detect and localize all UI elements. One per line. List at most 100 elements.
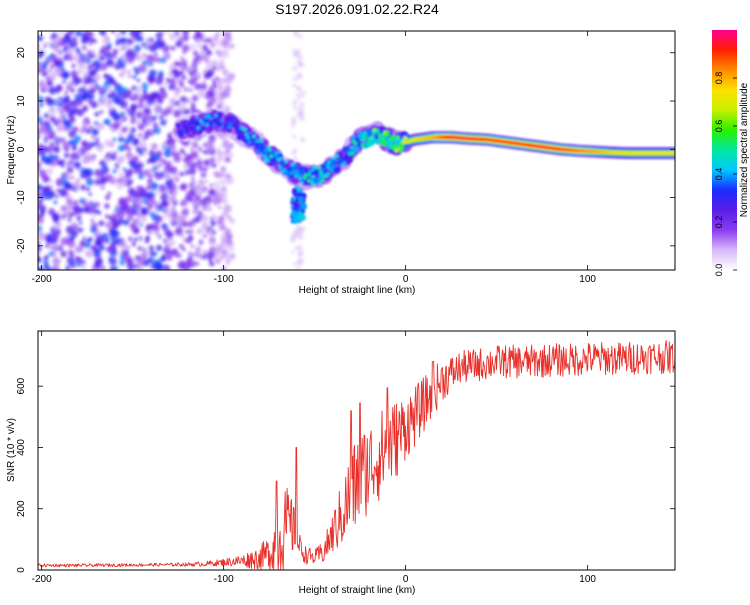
noise-speck: [38, 256, 42, 263]
spectrogram-x-tick-label: 100: [579, 274, 596, 285]
noise-speck: [38, 54, 43, 59]
ridge-point: [291, 188, 298, 194]
ridge-point: [378, 134, 383, 139]
noise-speck: [52, 252, 57, 257]
ridge-point: [385, 130, 390, 135]
noise-speck: [221, 197, 229, 205]
noise-speck: [181, 44, 190, 53]
ridge-point: [318, 170, 323, 175]
noise-speck: [79, 100, 83, 105]
noise-speck: [139, 223, 144, 227]
noise-speck: [121, 126, 127, 132]
noise-speck: [55, 137, 61, 143]
noise-speck: [82, 236, 86, 240]
snr-x-tick-label: -200: [32, 574, 52, 585]
noise-speck: [114, 162, 119, 168]
noise-speck: [157, 234, 162, 239]
noise-speck: [164, 226, 168, 230]
ridge-point: [206, 114, 211, 119]
noise-speck: [136, 119, 142, 126]
noise-speck: [182, 221, 188, 228]
ridge-point: [326, 172, 330, 177]
noise-speck: [99, 237, 106, 244]
noise-speck: [113, 150, 118, 155]
ridge-point: [284, 159, 288, 164]
ridge-point: [352, 140, 357, 144]
noise-speck: [117, 144, 125, 152]
noise-speck: [186, 238, 192, 244]
noise-speck: [62, 97, 70, 104]
noise-speck: [178, 243, 184, 249]
noise-speck: [205, 251, 213, 259]
snr-y-tick-label: 600: [16, 377, 27, 394]
noise-speck: [82, 107, 88, 112]
noise-speck: [111, 31, 116, 34]
noise-speck: [218, 53, 223, 58]
noise-speck: [50, 232, 60, 241]
noise-speck: [298, 105, 304, 111]
noise-speck: [140, 253, 148, 260]
ridge-point: [215, 122, 220, 126]
ridge-point: [335, 154, 339, 158]
ridge-point: [295, 169, 300, 174]
noise-speck: [92, 128, 98, 135]
noise-speck: [93, 59, 99, 66]
noise-speck: [74, 255, 81, 262]
noise-speck: [67, 218, 72, 222]
noise-speck: [112, 168, 118, 174]
noise-speck: [197, 210, 203, 216]
noise-speck: [111, 238, 119, 246]
noise-speck: [228, 144, 234, 149]
noise-speck: [59, 31, 65, 35]
ridge-point: [206, 124, 214, 132]
noise-speck: [131, 85, 137, 91]
noise-speck: [73, 161, 82, 169]
noise-speck: [189, 43, 197, 51]
noise-speck: [74, 93, 83, 102]
ridge-point: [187, 120, 192, 125]
ridge-point: [202, 127, 207, 132]
ridge-point: [396, 135, 400, 140]
noise-speck: [99, 109, 104, 114]
ridge-point: [300, 202, 307, 210]
noise-speck: [70, 175, 74, 180]
noise-speck: [191, 199, 201, 209]
noise-speck: [177, 31, 182, 34]
noise-speck: [159, 56, 167, 64]
noise-speck: [112, 137, 117, 142]
ridge-point: [307, 178, 312, 183]
noise-speck: [157, 160, 163, 166]
noise-speck: [168, 63, 176, 71]
noise-speck: [220, 255, 225, 260]
ridge-point: [403, 136, 408, 141]
noise-speck: [178, 261, 182, 266]
noise-speck: [109, 266, 116, 270]
noise-speck: [220, 166, 227, 173]
ridge-point: [401, 140, 406, 145]
ridge-point: [201, 121, 205, 126]
noise-speck: [80, 263, 87, 270]
noise-speck: [182, 157, 188, 162]
noise-speck: [55, 98, 61, 104]
noise-speck: [52, 212, 61, 221]
noise-speck: [148, 183, 153, 188]
noise-speck: [38, 35, 44, 42]
noise-speck: [297, 226, 302, 231]
noise-speck: [133, 66, 138, 71]
noise-speck: [33, 155, 36, 158]
noise-speck: [144, 191, 153, 200]
noise-speck: [109, 229, 118, 238]
noise-speck: [119, 259, 126, 266]
noise-speck: [109, 176, 118, 185]
noise-speck: [211, 59, 218, 66]
noise-speck: [126, 55, 135, 64]
noise-speck: [221, 172, 226, 178]
noise-speck: [84, 117, 89, 122]
noise-speck: [179, 96, 187, 103]
noise-speck: [220, 224, 226, 230]
noise-speck: [66, 166, 74, 174]
noise-speck: [38, 161, 43, 167]
spectrogram-y-tick-label: -20: [16, 238, 27, 253]
noise-speck: [196, 228, 203, 235]
